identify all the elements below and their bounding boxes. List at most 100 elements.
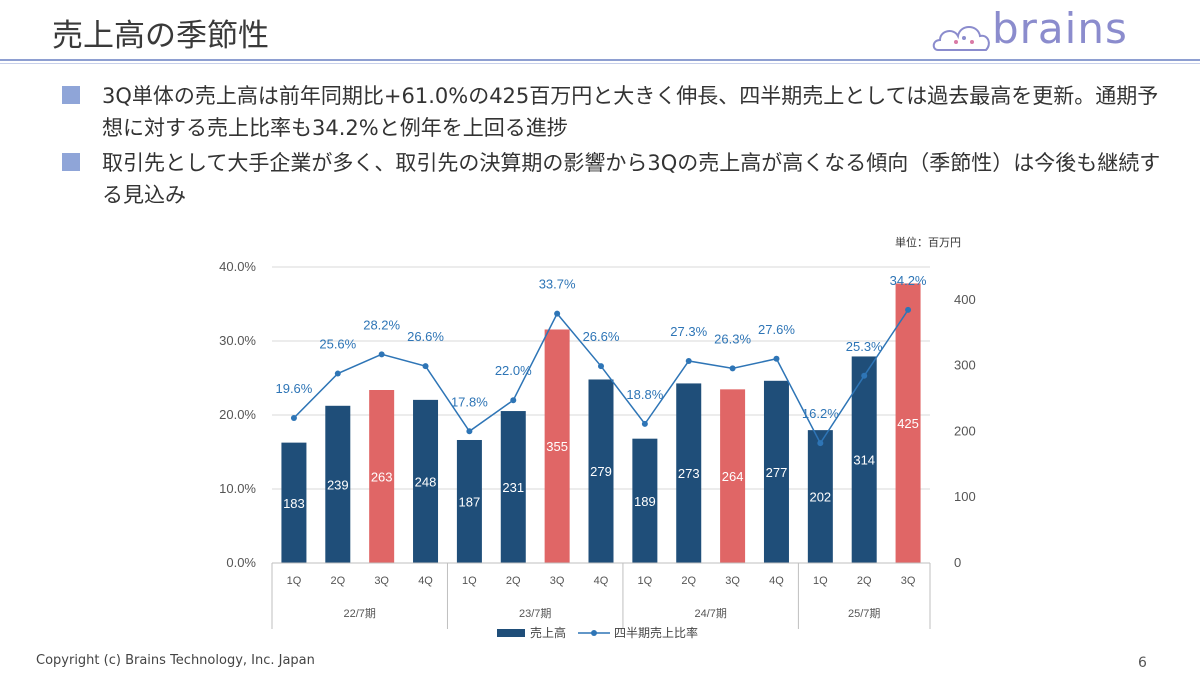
x-group-label: 25/7期 xyxy=(848,607,880,620)
bar-data-label: 183 xyxy=(283,496,305,511)
page-title: 売上高の季節性 xyxy=(52,18,269,54)
page-number: 6 xyxy=(1138,655,1147,671)
copyright-text: Copyright (c) Brains Technology, Inc. Ja… xyxy=(36,653,315,668)
bar-data-label: 231 xyxy=(502,480,524,495)
ratio-data-label: 26.3% xyxy=(714,331,751,346)
y-right-tick-label: 0 xyxy=(954,555,961,570)
x-group-label: 23/7期 xyxy=(519,607,551,620)
y-left-tick-label: 30.0% xyxy=(219,333,256,348)
x-tick-label: 4Q xyxy=(418,575,433,587)
bar xyxy=(720,389,746,563)
x-tick-label: 1Q xyxy=(813,575,828,587)
ratio-data-label: 17.8% xyxy=(451,394,488,409)
bar-data-label: 277 xyxy=(766,465,788,480)
ratio-point xyxy=(290,414,297,421)
legend-swatch-bar xyxy=(497,629,525,637)
bullet-item: 取引先として大手企業が多く、取引先の決算期の影響から3Qの売上高が高くなる傾向（… xyxy=(62,147,1172,211)
y-left-tick-label: 40.0% xyxy=(219,259,256,274)
x-tick-label: 4Q xyxy=(594,575,609,587)
ratio-data-label: 27.6% xyxy=(758,322,795,337)
bar xyxy=(676,383,702,563)
x-tick-label: 2Q xyxy=(506,575,521,587)
x-group-label: 22/7期 xyxy=(344,607,376,620)
ratio-data-label: 34.2% xyxy=(890,273,927,288)
ratio-point xyxy=(685,357,692,364)
ratio-point xyxy=(773,355,780,362)
bar-data-label: 263 xyxy=(371,470,393,485)
header-divider-thin xyxy=(0,63,1200,64)
bar xyxy=(413,399,439,563)
ratio-point xyxy=(861,372,868,379)
bar-data-label: 239 xyxy=(327,477,349,492)
bar-data-label: 314 xyxy=(853,453,875,468)
ratio-data-label: 18.8% xyxy=(626,387,663,402)
x-tick-label: 1Q xyxy=(462,575,477,587)
ratio-point xyxy=(378,351,385,358)
ratio-point xyxy=(466,428,473,435)
ratio-data-label: 19.6% xyxy=(275,381,312,396)
ratio-data-label: 25.3% xyxy=(846,339,883,354)
logo-wordmark: brains xyxy=(992,4,1128,53)
ratio-point xyxy=(510,397,517,404)
y-right-tick-label: 100 xyxy=(954,489,976,504)
y-right-tick-label: 300 xyxy=(954,358,976,373)
ratio-point xyxy=(554,310,561,317)
ratio-data-label: 26.6% xyxy=(407,329,444,344)
bar xyxy=(456,439,482,563)
y-right-tick-label: 400 xyxy=(954,292,976,307)
x-tick-label: 3Q xyxy=(725,575,740,587)
y-left-tick-label: 10.0% xyxy=(219,481,256,496)
bar-data-label: 248 xyxy=(415,474,437,489)
bar-data-label: 202 xyxy=(809,490,831,505)
ratio-point xyxy=(334,370,341,377)
bar-data-label: 425 xyxy=(897,416,919,431)
y-left-tick-label: 20.0% xyxy=(219,407,256,422)
x-tick-label: 3Q xyxy=(374,575,389,587)
bar xyxy=(588,379,614,563)
ratio-data-label: 26.6% xyxy=(583,329,620,344)
x-tick-label: 3Q xyxy=(901,575,916,587)
bar xyxy=(807,430,833,563)
bar xyxy=(895,283,921,563)
bar xyxy=(325,405,351,563)
bar-data-label: 264 xyxy=(722,469,744,484)
bar xyxy=(369,390,395,563)
ratio-point xyxy=(729,365,736,372)
ratio-data-label: 27.3% xyxy=(670,324,707,339)
x-tick-label: 3Q xyxy=(550,575,565,587)
x-tick-label: 2Q xyxy=(681,575,696,587)
x-tick-label: 4Q xyxy=(769,575,784,587)
bar-data-label: 355 xyxy=(546,439,568,454)
bar-data-label: 273 xyxy=(678,466,700,481)
x-group-label: 24/7期 xyxy=(694,607,726,620)
bullet-text: 取引先として大手企業が多く、取引先の決算期の影響から3Qの売上高が高くなる傾向（… xyxy=(102,151,1161,207)
y-left-tick-label: 0.0% xyxy=(226,555,256,570)
x-tick-label: 1Q xyxy=(287,575,302,587)
bar xyxy=(763,380,789,563)
ratio-data-label: 33.7% xyxy=(539,277,576,292)
legend-label: 四半期売上比率 xyxy=(614,625,698,640)
bar xyxy=(500,411,526,563)
ratio-data-label: 22.0% xyxy=(495,363,532,378)
x-tick-label: 2Q xyxy=(857,575,872,587)
bar-data-label: 189 xyxy=(634,494,656,509)
bar xyxy=(851,356,877,563)
ratio-point xyxy=(641,420,648,427)
ratio-data-label: 25.6% xyxy=(319,337,356,352)
brains-cloud-logo-icon xyxy=(932,26,990,51)
bullet-item: 3Q単体の売上高は前年同期比+61.0%の425百万円と大きく伸長、四半期売上と… xyxy=(62,80,1172,144)
unit-label: 単位：百万円 xyxy=(895,236,961,249)
ratio-point xyxy=(422,363,429,370)
bullet-text: 3Q単体の売上高は前年同期比+61.0%の425百万円と大きく伸長、四半期売上と… xyxy=(102,84,1159,140)
bar xyxy=(544,329,570,563)
bullet-list: 3Q単体の売上高は前年同期比+61.0%の425百万円と大きく伸長、四半期売上と… xyxy=(62,80,1172,214)
bullet-square-icon xyxy=(62,153,80,171)
ratio-data-label: 28.2% xyxy=(363,317,400,332)
x-tick-label: 1Q xyxy=(638,575,653,587)
bar-data-label: 187 xyxy=(459,494,481,509)
legend-swatch-marker xyxy=(591,630,597,636)
y-right-tick-label: 200 xyxy=(954,423,976,438)
x-tick-label: 2Q xyxy=(330,575,345,587)
bullet-square-icon xyxy=(62,86,80,104)
